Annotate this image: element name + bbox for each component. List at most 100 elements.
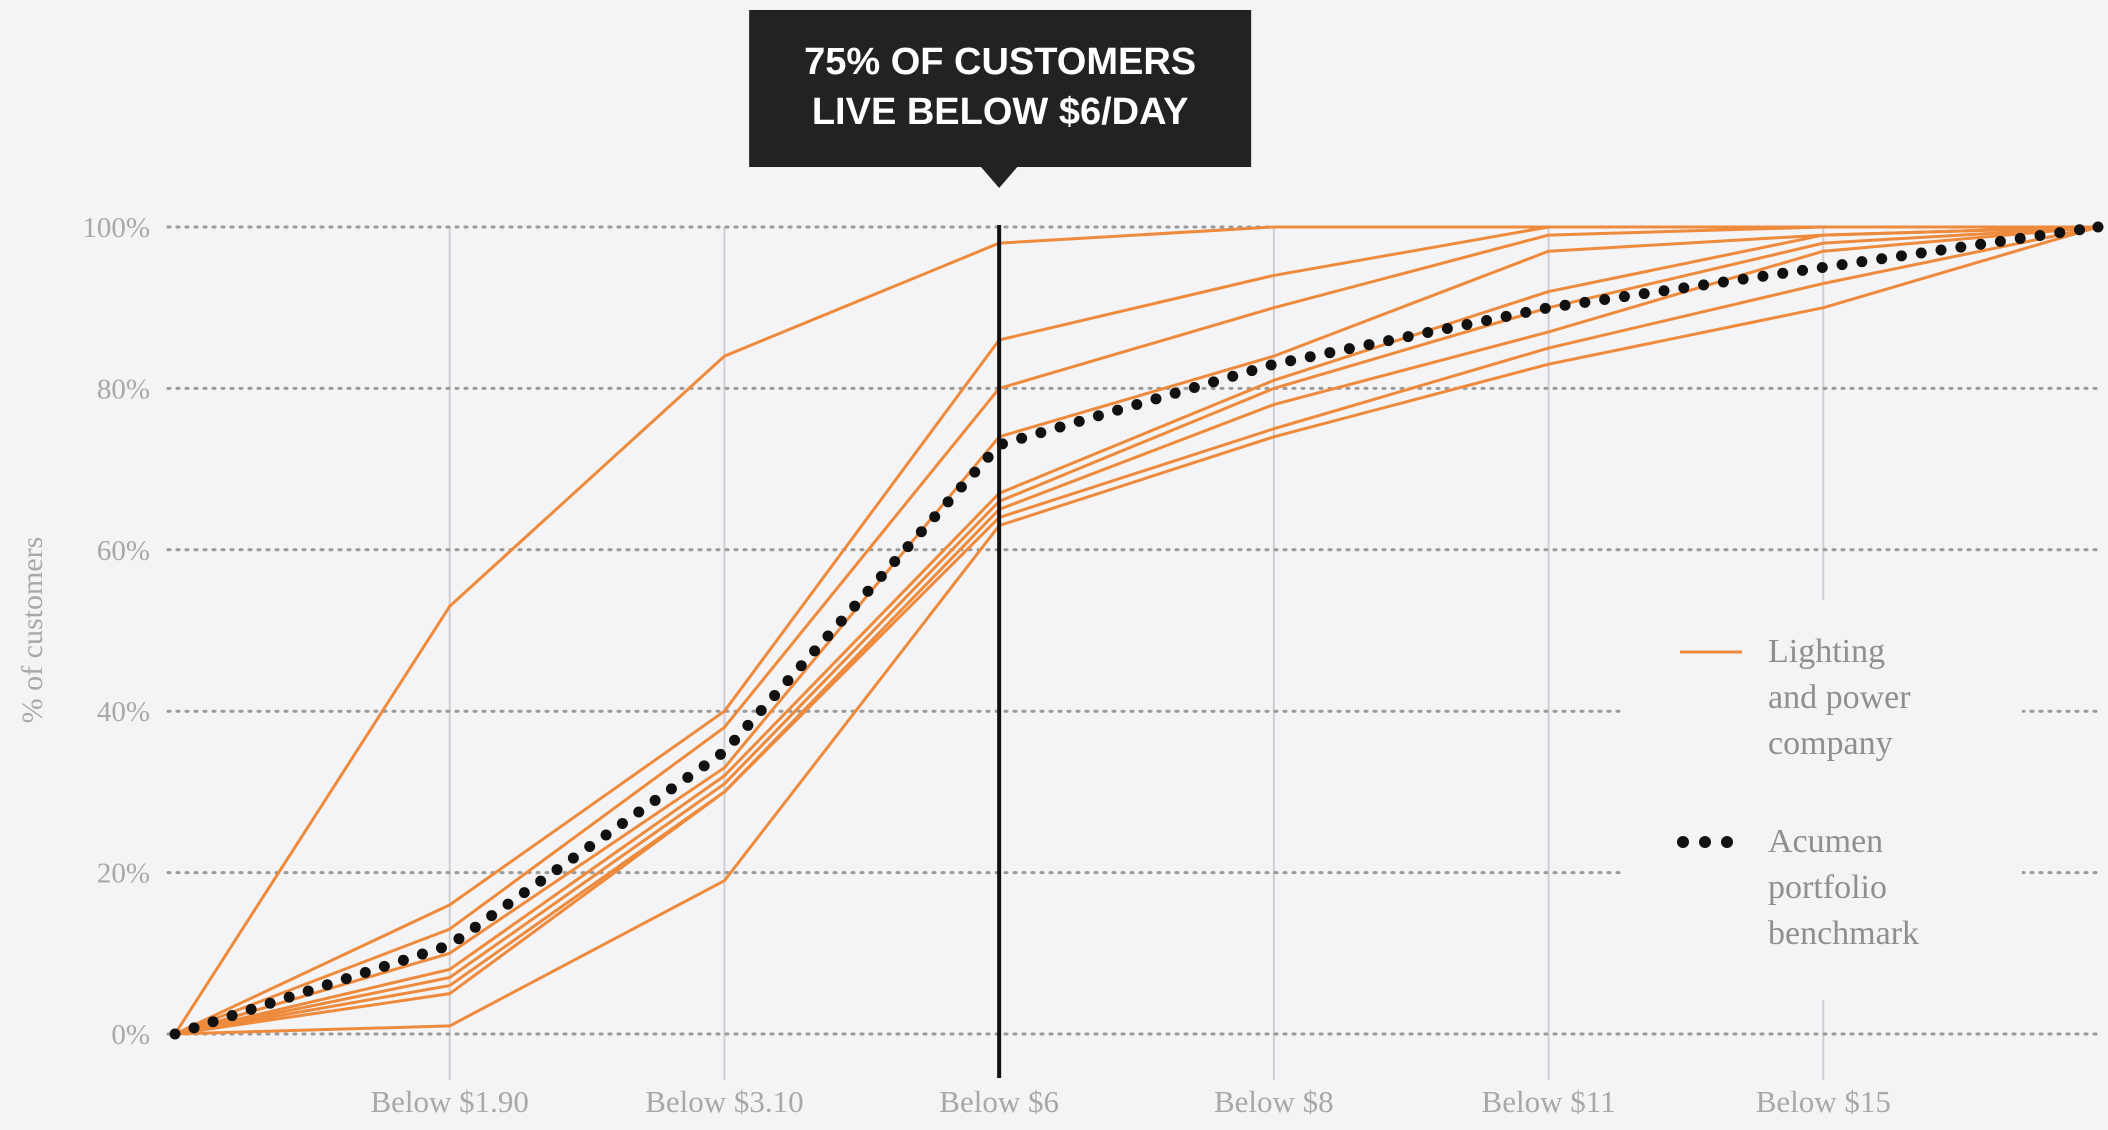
benchmark-point	[698, 760, 710, 772]
benchmark-point	[435, 942, 447, 954]
ytick-label: 20%	[97, 858, 150, 890]
company-series-line	[174, 225, 2099, 1036]
benchmark-point	[1016, 432, 1028, 444]
benchmark-point	[1208, 376, 1220, 388]
callout-text: 75% OF CUSTOMERS	[804, 41, 1196, 83]
ytick-label: 60%	[97, 535, 150, 567]
benchmark-point	[1188, 382, 1200, 394]
benchmark-point	[982, 451, 994, 463]
ytick-label: 40%	[97, 696, 150, 728]
benchmark-point	[1935, 244, 1947, 256]
benchmark-point	[1227, 370, 1239, 382]
ytick-label: 100%	[82, 212, 150, 244]
legend-background	[1622, 600, 2022, 1000]
benchmark-point	[453, 933, 465, 945]
benchmark-point	[321, 979, 333, 991]
benchmark-point	[769, 690, 781, 702]
benchmark-point	[207, 1016, 219, 1028]
benchmark-point	[682, 771, 694, 783]
benchmark-point	[1131, 398, 1143, 410]
benchmark-point	[1285, 355, 1297, 367]
benchmark-point	[1363, 339, 1375, 351]
benchmark-point	[1422, 327, 1434, 339]
benchmark-point	[264, 997, 276, 1009]
benchmark-point	[862, 585, 874, 597]
y-axis-title: % of customers	[16, 537, 49, 724]
benchmark-point	[809, 645, 821, 657]
benchmark-point	[584, 841, 596, 853]
benchmark-point	[1717, 276, 1729, 288]
benchmark-point	[188, 1022, 200, 1034]
benchmark-point	[567, 852, 579, 864]
benchmark-point	[302, 985, 314, 997]
benchmark-point	[1304, 351, 1316, 363]
legend-label: and power	[1768, 679, 1911, 716]
benchmark-point	[397, 954, 409, 966]
ytick-label: 0%	[111, 1019, 150, 1051]
legend-label: portfolio	[1768, 869, 1887, 906]
benchmark-point	[1441, 323, 1453, 335]
xtick-label: Below $11	[1482, 1084, 1616, 1119]
benchmark-point	[1559, 299, 1571, 311]
benchmark-point	[2054, 227, 2066, 239]
benchmark-point	[1737, 273, 1749, 285]
benchmark-point	[902, 541, 914, 553]
callout-pointer	[980, 166, 1019, 188]
benchmark-point	[1481, 314, 1493, 326]
benchmark-point	[1150, 393, 1162, 405]
benchmark-point	[1895, 250, 1907, 262]
legend-label: benchmark	[1768, 915, 1919, 952]
benchmark-point	[1035, 427, 1047, 439]
benchmark-point	[1246, 365, 1258, 377]
benchmark-point	[955, 481, 967, 493]
benchmark-point	[1955, 241, 1967, 253]
benchmark-point	[600, 829, 612, 841]
benchmark-point	[169, 1028, 181, 1040]
benchmark-point	[1169, 387, 1181, 399]
company-series-line	[174, 225, 2099, 1036]
benchmark-point	[915, 526, 927, 538]
benchmark-point	[1599, 293, 1611, 305]
xtick-label: Below $3.10	[645, 1084, 803, 1119]
benchmark-point	[822, 630, 834, 642]
benchmark-point	[742, 719, 754, 731]
benchmark-point	[1658, 285, 1670, 297]
benchmark-point	[416, 948, 428, 960]
benchmark-point	[1638, 288, 1650, 300]
benchmark-point	[226, 1010, 238, 1022]
company-series-line	[174, 225, 2099, 1036]
benchmark-point	[849, 600, 861, 612]
benchmark-point	[969, 466, 981, 478]
benchmark-point	[1816, 261, 1828, 273]
benchmark-point	[1579, 296, 1591, 308]
company-series-line	[174, 225, 2099, 1036]
benchmark-point	[535, 875, 547, 887]
benchmark-point	[1876, 253, 1888, 265]
benchmark-point	[1994, 235, 2006, 247]
benchmark-point	[2092, 221, 2104, 233]
benchmark-point	[616, 817, 628, 829]
benchmark-point	[1265, 359, 1277, 371]
legend-label: Lighting	[1768, 633, 1885, 670]
benchmark-point	[283, 991, 295, 1003]
benchmark-point	[755, 704, 767, 716]
benchmark-point	[378, 960, 390, 972]
benchmark-point	[649, 794, 661, 806]
benchmark-point	[889, 555, 901, 567]
company-series-line	[174, 225, 2099, 1036]
xtick-label: Below $6	[939, 1084, 1059, 1119]
benchmark-point	[929, 511, 941, 523]
benchmark-point	[1073, 415, 1085, 427]
benchmark-point	[502, 898, 514, 910]
benchmark-point	[1539, 302, 1551, 314]
benchmark-point	[2074, 224, 2086, 236]
benchmark-point	[729, 734, 741, 746]
benchmark-point	[1915, 247, 1927, 259]
benchmark-point	[1092, 410, 1104, 422]
benchmark-point	[1975, 238, 1987, 250]
benchmark-point	[518, 887, 530, 899]
benchmark-point	[2014, 232, 2026, 244]
benchmark-point	[1797, 264, 1809, 276]
